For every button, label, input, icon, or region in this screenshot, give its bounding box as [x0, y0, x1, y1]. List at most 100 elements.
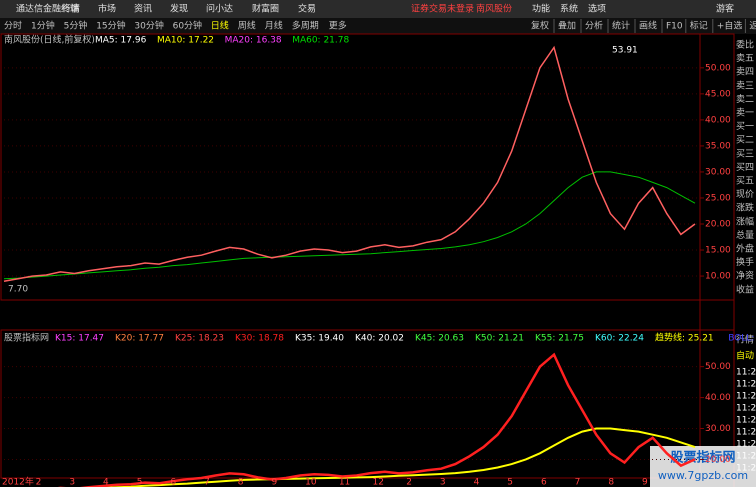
toolbar: [0, 18, 756, 34]
menu-item[interactable]: 资讯: [134, 4, 152, 15]
series-line: [3, 45, 696, 283]
y-tick-label: 30.00: [705, 167, 731, 177]
indicator-label: BOLL: 10.56: [728, 334, 756, 344]
tool-button[interactable]: +自选: [717, 20, 743, 32]
tool-button[interactable]: 返回: [749, 20, 756, 32]
x-tick-label: 2012年: [2, 476, 34, 487]
time-label: 11:29: [736, 380, 756, 390]
menu-item[interactable]: 市场: [98, 3, 116, 15]
quote-label: 收益: [736, 283, 754, 295]
indicator-label: K35: 19.40: [295, 334, 344, 344]
app-title: 通达信金融终端: [16, 3, 79, 15]
indicator-label: K30: 18.78: [235, 334, 284, 344]
time-label: 11:29: [736, 368, 756, 378]
quote-label: 涨跌: [736, 203, 754, 214]
period-button[interactable]: 月线: [265, 20, 283, 32]
period-button[interactable]: 多周期: [292, 20, 319, 32]
side-auto: 自动: [736, 350, 754, 362]
indicator-label: K20: 17.77: [115, 334, 164, 344]
menu-item[interactable]: 功能: [532, 3, 550, 15]
time-label: 11:29: [736, 416, 756, 426]
y-tick-label: 20.00: [705, 220, 731, 230]
peak-label: 53.91: [612, 46, 638, 56]
tool-button[interactable]: F10: [666, 22, 683, 32]
side-title: 行情: [736, 334, 754, 346]
series-line: [3, 171, 696, 280]
period-button[interactable]: 更多: [329, 20, 347, 32]
menu-item[interactable]: 选项: [588, 3, 606, 15]
quote-label: 卖二: [736, 94, 754, 105]
quote-label: 买一: [736, 121, 754, 132]
indicator-label: K25: 18.23: [175, 334, 224, 344]
x-tick-label: 12: [373, 478, 384, 487]
menu-item[interactable]: 行情: [62, 3, 80, 15]
period-button[interactable]: 1分钟: [31, 20, 55, 32]
x-tick-label: 5: [137, 478, 143, 487]
y-tick-label: 50.00: [705, 63, 731, 73]
series-line: [57, 352, 696, 487]
menu-item[interactable]: 问小达: [206, 3, 233, 15]
quote-label: 总量: [736, 229, 754, 241]
tool-button[interactable]: 画线: [639, 20, 657, 32]
period-button[interactable]: 分时: [4, 20, 22, 32]
y-tick-label: 20.00: [705, 455, 731, 465]
time-label: 11:29: [736, 392, 756, 402]
period-button[interactable]: 日线: [211, 20, 229, 32]
tool-button[interactable]: 分析: [585, 20, 603, 32]
quote-label: 卖五: [736, 53, 754, 64]
indicator-label: K45: 20.63: [415, 334, 464, 344]
indicator-label: 趋势线: 25.21: [655, 332, 714, 344]
indicator-label: K15: 17.47: [55, 334, 104, 344]
tool-button[interactable]: 叠加: [558, 21, 576, 32]
time-label: 11:29: [736, 428, 756, 438]
period-button[interactable]: 5分钟: [64, 20, 88, 32]
x-tick-label: 9: [271, 478, 277, 487]
stock-name: 南风股份: [476, 3, 512, 15]
period-button[interactable]: 60分钟: [173, 20, 202, 32]
x-tick-label: 8: [238, 478, 244, 487]
indicator-label: MA20: 16.38: [225, 36, 282, 46]
y-tick-label: 30.00: [705, 424, 731, 434]
time-label: 11:29: [736, 404, 756, 414]
y-tick-label: 40.00: [705, 393, 731, 403]
login-status[interactable]: 证券交易未登录: [411, 3, 474, 15]
quote-label: 外盘: [736, 243, 754, 255]
menu-item[interactable]: 系统: [560, 3, 578, 15]
quote-label: 买三: [736, 148, 754, 159]
quote-label: 买二: [736, 135, 754, 146]
period-button[interactable]: 15分钟: [96, 20, 125, 32]
menu-item[interactable]: 财富圈: [252, 3, 279, 15]
x-tick-label: 2: [36, 478, 42, 487]
quote-label: 换手: [736, 256, 754, 268]
watermark-url: www.7gpzb.com: [658, 469, 748, 482]
quote-label: 买五: [736, 176, 754, 187]
menu-item[interactable]: 游客: [716, 3, 734, 15]
period-button[interactable]: 周线: [238, 20, 256, 32]
tool-button[interactable]: 标记: [690, 20, 708, 32]
y-tick-label: 50.00: [705, 362, 731, 372]
x-tick-label: 7: [204, 478, 210, 487]
menu-item[interactable]: 交易: [298, 3, 316, 15]
quote-label: 涨幅: [736, 215, 754, 227]
tool-button[interactable]: 复权: [531, 20, 549, 32]
menu-bar: [0, 0, 756, 18]
indicator-label: MA10: 17.22: [157, 36, 214, 46]
x-tick-label: 11: [339, 478, 350, 487]
x-tick-label: 3: [69, 478, 75, 487]
tool-button[interactable]: 统计: [612, 20, 630, 32]
period-button[interactable]: 30分钟: [134, 20, 163, 32]
lower-frame: [0, 329, 735, 479]
y-tick-label: 45.00: [705, 89, 731, 99]
y-tick-label: 35.00: [705, 141, 731, 151]
menu-item[interactable]: 发现: [170, 3, 188, 15]
x-tick-label: 5: [507, 478, 513, 487]
x-tick-label: 9: [642, 478, 648, 487]
x-tick-label: 6: [541, 478, 547, 487]
y-tick-label: 25.00: [705, 193, 731, 203]
quote-label: 委比: [736, 39, 754, 51]
x-tick-label: 8: [608, 478, 614, 487]
indicator-label: K55: 21.75: [535, 334, 584, 344]
low-label: 7.70: [8, 285, 28, 295]
quote-label: 现价: [736, 189, 754, 200]
quote-label: 买四: [736, 162, 754, 173]
